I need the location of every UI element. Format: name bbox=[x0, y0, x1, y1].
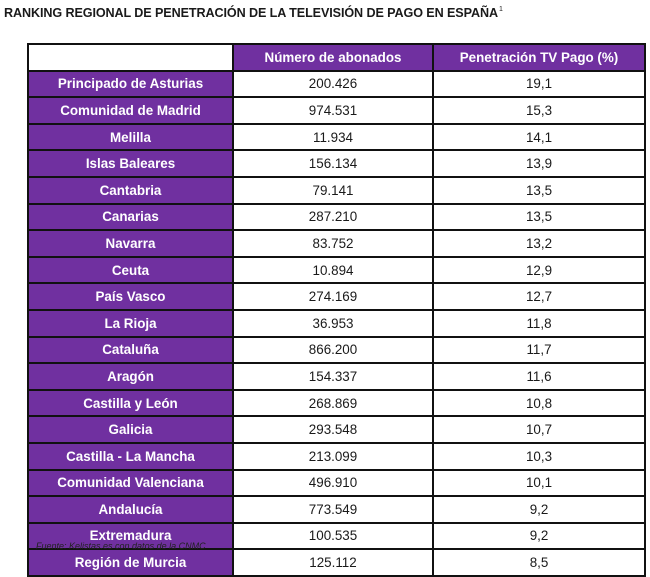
region-cell: La Rioja bbox=[27, 308, 234, 338]
region-cell: Comunidad Valenciana bbox=[27, 468, 234, 498]
region-cell: Aragón bbox=[27, 362, 234, 391]
region-cell: Castilla - La Mancha bbox=[27, 441, 234, 471]
table-row: Castilla - La Mancha 213.099 10,3 bbox=[27, 441, 646, 471]
table-row: Galicia 293.548 10,7 bbox=[27, 415, 646, 444]
table-row: Región de Murcia 125.112 8,5 bbox=[27, 548, 646, 577]
table-row: Aragón 154.337 11,6 bbox=[27, 362, 646, 391]
penetracion-cell: 11,8 bbox=[432, 308, 646, 338]
abonados-cell: 156.134 bbox=[232, 149, 434, 178]
table-row: Melilla 11.934 14,1 bbox=[27, 122, 646, 152]
abonados-cell: 213.099 bbox=[232, 441, 434, 471]
penetracion-cell: 11,6 bbox=[432, 362, 646, 391]
abonados-cell: 83.752 bbox=[232, 229, 434, 258]
abonados-cell: 200.426 bbox=[232, 69, 434, 99]
title-footnote-mark: 1 bbox=[498, 6, 503, 13]
header-abonados: Número de abonados bbox=[232, 43, 434, 72]
penetracion-cell: 11,7 bbox=[432, 335, 646, 365]
table-row: Cantabria 79.141 13,5 bbox=[27, 175, 646, 205]
abonados-cell: 287.210 bbox=[232, 202, 434, 232]
abonados-cell: 274.169 bbox=[232, 282, 434, 311]
penetracion-cell: 9,2 bbox=[432, 521, 646, 551]
table-row: La Rioja 36.953 11,8 bbox=[27, 308, 646, 338]
region-cell: Ceuta bbox=[27, 255, 234, 285]
abonados-cell: 79.141 bbox=[232, 175, 434, 205]
table-row: País Vasco 274.169 12,7 bbox=[27, 282, 646, 311]
table-header-row: Número de abonados Penetración TV Pago (… bbox=[27, 43, 646, 72]
abonados-cell: 36.953 bbox=[232, 308, 434, 338]
penetracion-cell: 15,3 bbox=[432, 96, 646, 125]
region-cell: Canarias bbox=[27, 202, 234, 232]
table-row: Islas Baleares 156.134 13,9 bbox=[27, 149, 646, 178]
region-cell: Islas Baleares bbox=[27, 149, 234, 178]
penetracion-cell: 12,7 bbox=[432, 282, 646, 311]
penetracion-cell: 9,2 bbox=[432, 495, 646, 524]
abonados-cell: 974.531 bbox=[232, 96, 434, 125]
abonados-cell: 125.112 bbox=[232, 548, 434, 577]
region-cell: Castilla y León bbox=[27, 388, 234, 418]
table-row: Canarias 287.210 13,5 bbox=[27, 202, 646, 232]
abonados-cell: 293.548 bbox=[232, 415, 434, 444]
abonados-cell: 154.337 bbox=[232, 362, 434, 391]
penetracion-cell: 10,7 bbox=[432, 415, 646, 444]
region-cell: Andalucía bbox=[27, 495, 234, 524]
table-row: Navarra 83.752 13,2 bbox=[27, 229, 646, 258]
table-body: Principado de Asturias 200.426 19,1 Comunid… bbox=[27, 69, 646, 577]
header-penetracion: Penetración TV Pago (%) bbox=[432, 43, 646, 72]
abonados-cell: 773.549 bbox=[232, 495, 434, 524]
region-cell: Galicia bbox=[27, 415, 234, 444]
penetracion-cell: 8,5 bbox=[432, 548, 646, 577]
table-row: Extremadura 100.535 9,2 bbox=[27, 521, 646, 551]
source-note: Fuente: Kelistas.es con datos de la CNMC bbox=[36, 541, 206, 551]
table-row: Andalucía 773.549 9,2 bbox=[27, 495, 646, 524]
table-row: Ceuta 10.894 12,9 bbox=[27, 255, 646, 285]
table-row: Comunidad de Madrid 974.531 15,3 bbox=[27, 96, 646, 125]
penetracion-cell: 19,1 bbox=[432, 69, 646, 99]
penetracion-cell: 12,9 bbox=[432, 255, 646, 285]
region-cell: Melilla bbox=[27, 122, 234, 152]
abonados-cell: 11.934 bbox=[232, 122, 434, 152]
region-cell: Navarra bbox=[27, 229, 234, 258]
region-cell: Principado de Asturias bbox=[27, 69, 234, 99]
table-row: Cataluña 866.200 11,7 bbox=[27, 335, 646, 365]
title-text: RANKING REGIONAL DE PENETRACIÓN DE LA TE… bbox=[4, 6, 498, 20]
penetracion-cell: 14,1 bbox=[432, 122, 646, 152]
table-row: Principado de Asturias 200.426 19,1 bbox=[27, 69, 646, 99]
region-cell: Cataluña bbox=[27, 335, 234, 365]
region-cell: Comunidad de Madrid bbox=[27, 96, 234, 125]
ranking-table: Número de abonados Penetración TV Pago (… bbox=[27, 43, 646, 577]
header-corner-cell bbox=[27, 43, 234, 72]
penetracion-cell: 10,8 bbox=[432, 388, 646, 418]
abonados-cell: 268.869 bbox=[232, 388, 434, 418]
region-cell: País Vasco bbox=[27, 282, 234, 311]
penetracion-cell: 13,2 bbox=[432, 229, 646, 258]
penetracion-cell: 13,5 bbox=[432, 202, 646, 232]
page-title: RANKING REGIONAL DE PENETRACIÓN DE LA TE… bbox=[4, 6, 503, 20]
penetracion-cell: 13,5 bbox=[432, 175, 646, 205]
abonados-cell: 10.894 bbox=[232, 255, 434, 285]
abonados-cell: 496.910 bbox=[232, 468, 434, 498]
region-cell: Cantabria bbox=[27, 175, 234, 205]
penetracion-cell: 10,3 bbox=[432, 441, 646, 471]
abonados-cell: 100.535 bbox=[232, 521, 434, 551]
table-row: Castilla y León 268.869 10,8 bbox=[27, 388, 646, 418]
penetracion-cell: 13,9 bbox=[432, 149, 646, 178]
region-cell: Extremadura bbox=[27, 521, 234, 551]
region-cell: Región de Murcia bbox=[27, 548, 234, 577]
penetracion-cell: 10,1 bbox=[432, 468, 646, 498]
table-row: Comunidad Valenciana 496.910 10,1 bbox=[27, 468, 646, 498]
abonados-cell: 866.200 bbox=[232, 335, 434, 365]
